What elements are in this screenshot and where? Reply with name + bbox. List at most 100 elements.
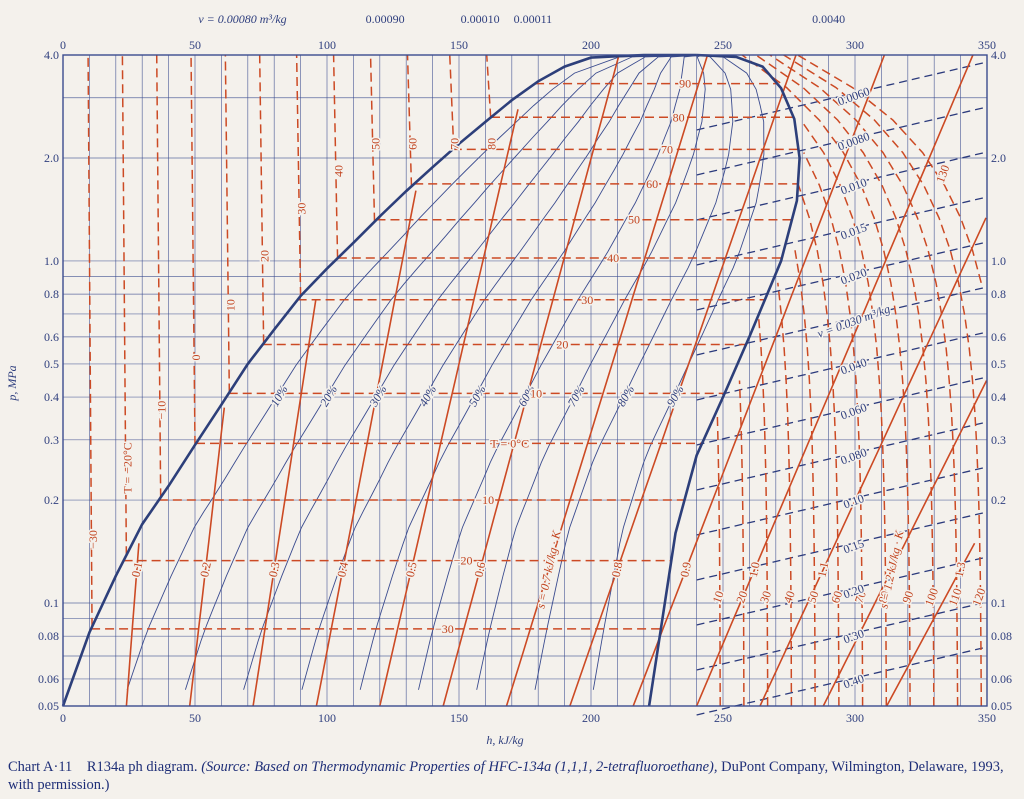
liquid-isotherm-label: 0	[189, 355, 203, 361]
x-tick-label-top: 50	[189, 38, 201, 52]
y-tick-label-left: 0.6	[44, 330, 59, 344]
volume-label: 0.080	[839, 445, 869, 467]
y-tick-label-right: 4.0	[991, 48, 1006, 62]
liquid-isotherm-label: −30	[86, 530, 100, 549]
y-tick-label-left: 0.1	[44, 596, 59, 610]
caption-source-prefix: (Source: Based on	[201, 759, 312, 775]
isotherm-label: 70	[661, 142, 673, 156]
y-tick-label-left: 0.4	[44, 390, 59, 404]
isotherm-line-liquid	[295, 54, 302, 296]
x-tick-label-bottom: 50	[189, 711, 201, 725]
isotherm-label: 40	[607, 251, 619, 265]
x-tick-label-bottom: 150	[450, 711, 468, 725]
volume-label: 0.15	[841, 536, 866, 556]
entropy-label: 1.1	[814, 561, 831, 579]
quality-line	[418, 54, 702, 690]
quality-line	[534, 54, 734, 690]
saturated-vapor-line	[647, 53, 801, 707]
liquid-isotherm-label: 60	[405, 138, 419, 150]
entropy-label: 0.1	[129, 561, 146, 579]
entropy-line	[505, 54, 709, 707]
volume-lines	[696, 61, 988, 716]
quality-label: 90%	[664, 383, 687, 409]
isotherm-label: 10	[530, 386, 542, 400]
entropy-line	[885, 542, 976, 707]
volume-line	[696, 601, 988, 671]
entropy-label: 0.5	[403, 561, 420, 579]
y-tick-label-right: 0.5	[991, 357, 1006, 371]
volume-line	[696, 196, 988, 266]
y-tick-label-right: 0.8	[991, 287, 1006, 301]
liquid-isotherm-label: 80	[485, 138, 499, 150]
liquid-isotherm-label: −10	[155, 401, 169, 420]
vapor-isotherm-label: 40	[781, 589, 798, 605]
quality-label: 10%	[268, 383, 291, 409]
isotherm-line-liquid	[485, 54, 492, 118]
isotherm-line-vapor	[741, 54, 911, 707]
volume-line	[696, 646, 988, 716]
isotherm-label: −30	[435, 622, 454, 636]
top-volume-label: v = 0.00080 m³/kg	[198, 12, 286, 26]
y-tick-label-right: 0.06	[991, 672, 1012, 686]
vapor-isotherm-label: 20	[733, 589, 750, 605]
entropy-line	[632, 54, 886, 707]
y-tick-label-right: 0.05	[991, 699, 1012, 713]
entropy-label: 0.6	[471, 561, 488, 579]
caption-source-rest: DuPont Company, Wilmington, Delaware, 19…	[8, 759, 1004, 793]
top-volume-label: 0.00011	[514, 12, 553, 26]
x-tick-label-bottom: 350	[978, 711, 996, 725]
ph-chart: 0050501001001501502002002502503003003503…	[5, 12, 1012, 747]
y-tick-label-left: 1.0	[44, 254, 59, 268]
vapor-isotherm-label: 120	[969, 586, 988, 608]
entropy-line	[695, 54, 974, 707]
caption-label: Chart A·11	[8, 759, 73, 775]
quality-line	[184, 54, 702, 690]
isotherm-line-liquid	[190, 54, 196, 445]
y-axis-label: p, MPa	[5, 365, 19, 401]
vapor-isotherm-label: 100	[922, 586, 941, 608]
x-tick-label-top: 100	[318, 38, 336, 52]
isotherm-line-vapor	[716, 413, 721, 707]
y-tick-label-left: 0.08	[38, 629, 59, 643]
quality-label: 70%	[565, 383, 588, 409]
x-tick-label-top: 350	[978, 38, 996, 52]
liquid-isotherm-label: 40	[332, 165, 346, 177]
volume-label: 0.040	[839, 355, 869, 377]
volume-line	[696, 241, 988, 311]
saturation-dome	[61, 53, 801, 707]
isotherm-line-liquid	[155, 54, 162, 498]
entropy-label: 0.3	[266, 561, 283, 579]
isotherm-label: 80	[673, 110, 685, 124]
isotherm-line-vapor	[794, 250, 816, 707]
y-tick-label-right: 0.1	[991, 596, 1006, 610]
x-tick-label-bottom: 200	[582, 711, 600, 725]
entropy-label: 0.9	[677, 561, 694, 579]
y-tick-label-left: 0.5	[44, 357, 59, 371]
volume-line	[696, 106, 988, 176]
entropy-line	[822, 380, 988, 707]
quality-label: 40%	[416, 383, 439, 409]
volume-label: 0.010	[839, 175, 869, 197]
liquid-isotherm-label: 50	[369, 138, 383, 150]
top-volume-label: 0.0040	[812, 12, 845, 26]
entropy-line	[569, 54, 797, 707]
y-tick-label-left: 0.05	[38, 699, 59, 713]
top-volume-label: 0.00010	[461, 12, 500, 26]
liquid-isotherm-label: 10	[223, 299, 237, 311]
y-tick-label-left: 2.0	[44, 151, 59, 165]
x-tick-label-top: 200	[582, 38, 600, 52]
volume-line	[696, 61, 988, 131]
y-tick-label-right: 0.4	[991, 390, 1006, 404]
caption-source-title: Thermodynamic Properties of HFC-134a (1,…	[311, 759, 718, 775]
saturated-liquid-line	[61, 53, 697, 707]
x-tick-label-top: 0	[60, 38, 66, 52]
volume-line	[696, 151, 988, 221]
isotherm-line-vapor	[797, 54, 982, 283]
y-tick-label-right: 1.0	[991, 254, 1006, 268]
entropy-label: 0.8	[609, 561, 626, 579]
entropy-label: 0.2	[197, 561, 214, 579]
quality-label: 20%	[317, 383, 340, 409]
volume-line	[696, 511, 988, 581]
vapor-isotherm-label: 10	[709, 589, 726, 605]
liquid-isotherm-label: T = −20°C	[120, 442, 134, 493]
